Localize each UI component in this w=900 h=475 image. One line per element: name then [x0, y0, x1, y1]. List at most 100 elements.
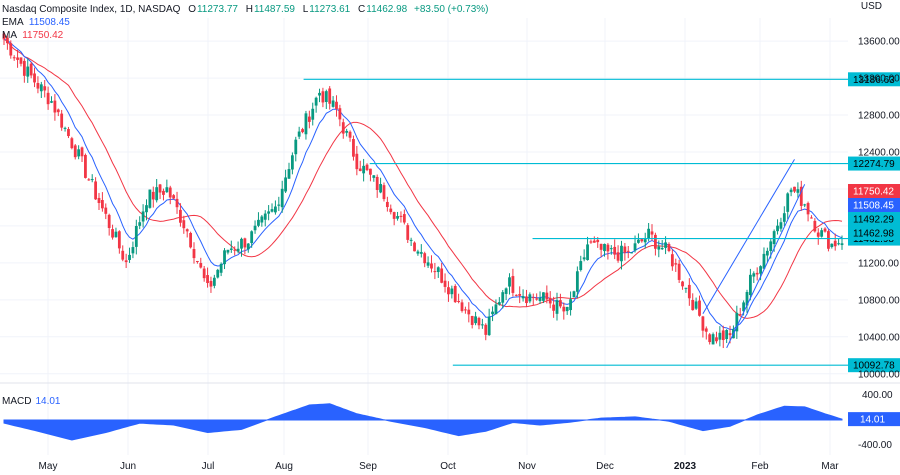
candle: [226, 249, 230, 255]
candle-body: [565, 306, 569, 312]
candle-body: [151, 191, 155, 200]
time-axis-label: Sep: [359, 461, 377, 472]
candle: [341, 118, 345, 139]
candle-body: [820, 230, 824, 237]
candle-body: [172, 195, 176, 199]
candle-body: [409, 239, 413, 241]
candle: [80, 146, 84, 163]
price-tag: [848, 198, 900, 212]
candle-body: [399, 215, 403, 217]
candle-body: [813, 220, 817, 232]
candle: [464, 306, 467, 314]
candle: [138, 216, 142, 230]
candle-body: [352, 138, 355, 157]
change-value: +83.50 (+0.73%): [414, 4, 489, 15]
candle-body: [124, 260, 128, 263]
candle: [53, 94, 57, 121]
candle-body: [511, 276, 515, 293]
candle-body: [491, 311, 494, 315]
candle: [501, 290, 505, 309]
time-axis-label: May: [39, 461, 58, 472]
candle: [172, 194, 176, 200]
candle: [192, 242, 196, 264]
candle: [630, 252, 634, 254]
candle-body: [603, 243, 606, 252]
candle-body: [22, 60, 26, 76]
candle-body: [810, 217, 813, 219]
candle-body: [762, 253, 766, 269]
level-tag: [848, 358, 900, 373]
candle-body: [314, 97, 318, 106]
ma-row[interactable]: MA 11750.42: [2, 29, 489, 42]
candle: [721, 325, 725, 349]
candle: [667, 242, 671, 253]
macd-tick-label: -400.00: [858, 440, 892, 451]
candle-body: [531, 297, 535, 299]
candle-body: [5, 37, 9, 44]
candle-body: [243, 238, 247, 248]
candle: [209, 276, 213, 293]
candle: [504, 287, 508, 301]
candle: [107, 213, 111, 236]
candle-body: [504, 288, 508, 294]
candle-body: [562, 306, 566, 312]
candle-body: [19, 57, 23, 64]
candle: [158, 183, 162, 200]
candle: [657, 240, 661, 258]
candle: [352, 135, 355, 161]
ema-row[interactable]: EMA 11508.45: [2, 16, 489, 29]
candle-body: [436, 267, 440, 273]
candle-body: [365, 164, 369, 171]
candle: [77, 145, 81, 160]
candle-body: [104, 207, 108, 214]
symbol-title: Nasdaq Composite Index, 1D, NASDAQ: [2, 4, 181, 15]
macd-legend[interactable]: MACD 14.01: [2, 396, 60, 407]
candle: [270, 203, 274, 213]
candle: [674, 258, 678, 272]
candle: [545, 285, 549, 304]
candle: [274, 200, 277, 215]
candle: [297, 126, 301, 140]
candle-body: [477, 317, 481, 326]
candle-body: [596, 239, 600, 243]
candle: [698, 295, 701, 317]
candle: [701, 315, 705, 338]
candle: [246, 243, 250, 253]
candle-body: [335, 101, 338, 109]
candle: [694, 297, 698, 310]
candle: [497, 297, 501, 306]
candle: [335, 95, 338, 117]
candle-body: [229, 248, 233, 250]
candle: [453, 284, 457, 303]
candle-body: [396, 216, 399, 219]
candle: [487, 308, 491, 336]
candle-body: [114, 231, 118, 238]
candle: [443, 273, 447, 293]
candle: [789, 187, 793, 197]
candle-body: [823, 228, 827, 232]
candle-body: [664, 242, 667, 248]
candle: [216, 268, 220, 279]
candle: [715, 331, 718, 344]
candle-body: [759, 266, 762, 274]
candle-body: [708, 334, 712, 343]
candle: [559, 293, 562, 309]
candle-body: [16, 57, 19, 60]
candle: [711, 332, 715, 345]
candle-body: [782, 213, 786, 222]
candle-body: [535, 298, 539, 300]
candle: [267, 205, 271, 221]
candle-body: [426, 262, 430, 266]
candle-body: [331, 100, 335, 107]
candle: [56, 108, 60, 117]
candle: [311, 102, 315, 126]
candle-body: [694, 301, 698, 309]
candle-body: [348, 131, 352, 138]
candle-body: [521, 296, 525, 299]
candle: [779, 217, 783, 232]
candle-body: [786, 193, 790, 212]
open-label: O: [188, 4, 196, 15]
candle: [263, 210, 267, 227]
candle: [9, 40, 13, 59]
